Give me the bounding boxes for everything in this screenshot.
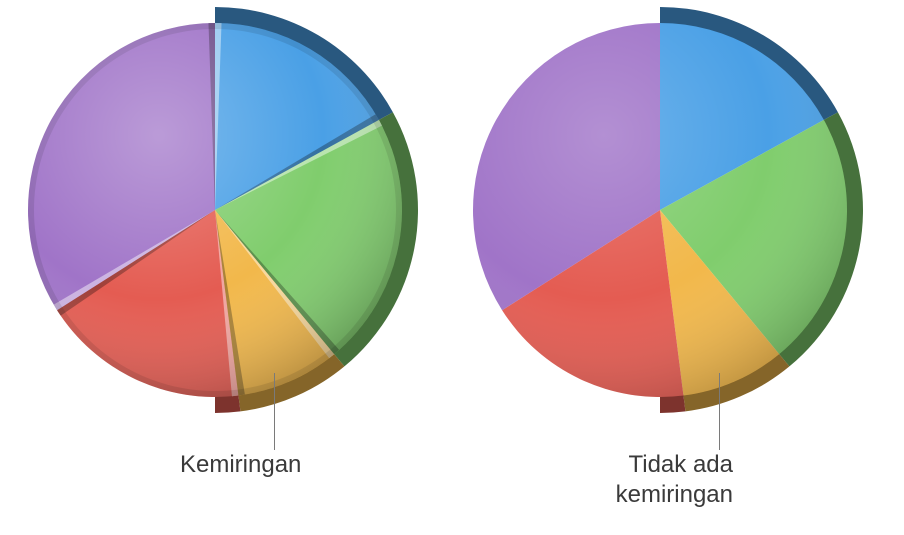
figure-stage: Kemiringan Tidak ada kemiringan: [0, 0, 904, 535]
callout-line-right: [719, 373, 720, 450]
pie-lighting-overlay: [28, 23, 402, 397]
callout-label-right: Tidak ada kemiringan: [616, 450, 733, 510]
pie-lighting-overlay: [473, 23, 847, 397]
callout-line-left: [274, 373, 275, 450]
pie-slice-edge: [215, 395, 240, 413]
pie-chart-beveled: [0, 0, 432, 432]
pie-chart-flat: [443, 0, 877, 432]
pie-chart-flat-svg: [443, 0, 877, 427]
pie-chart-beveled-svg: [0, 0, 432, 427]
pie-slice-edge: [660, 395, 685, 413]
callout-label-left: Kemiringan: [180, 450, 301, 480]
